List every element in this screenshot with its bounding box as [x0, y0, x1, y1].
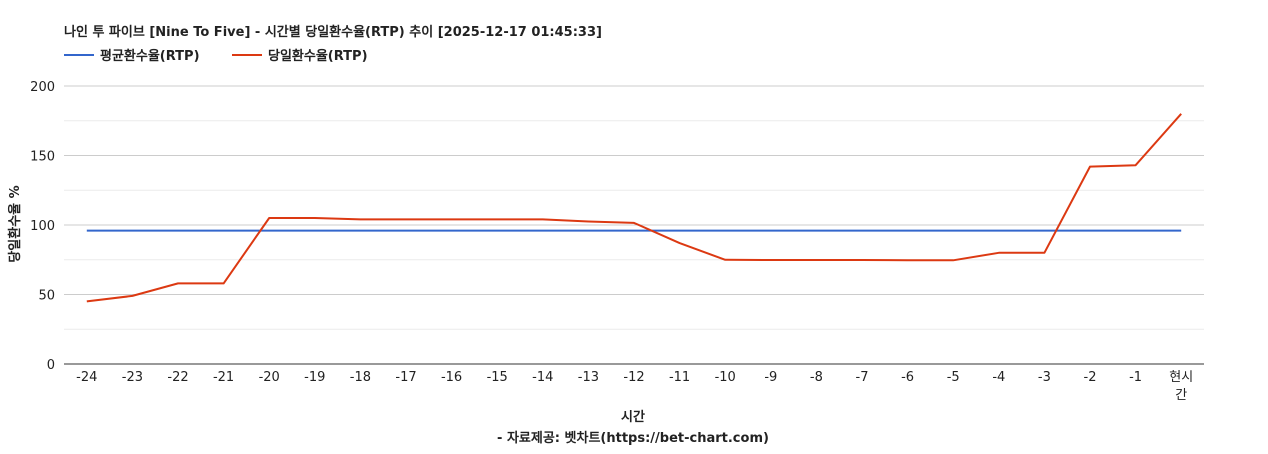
x-tick-label: -9: [764, 370, 777, 385]
y-tick-label: 200: [30, 80, 55, 95]
x-tick-label: -6: [901, 370, 914, 385]
x-tick-label: -17: [395, 370, 416, 385]
x-tick-label: -13: [578, 370, 599, 385]
x-tick-label: -15: [487, 370, 508, 385]
x-tick-label: -3: [1038, 370, 1051, 385]
x-tick-label: -20: [259, 370, 280, 385]
x-tick-label: -11: [669, 370, 690, 385]
x-axis-title: 시간: [621, 409, 645, 425]
x-tick-label: -22: [167, 370, 188, 385]
y-tick-label: 50: [38, 289, 55, 304]
series-lines: [87, 114, 1181, 302]
y-tick-label: 0: [47, 358, 55, 373]
x-tick-label: -23: [122, 370, 143, 385]
x-tick-label: -21: [213, 370, 234, 385]
x-tick-label: -19: [304, 370, 325, 385]
x-tick-label: -2: [1084, 370, 1097, 385]
chart-title: 나인 투 파이브 [Nine To Five] - 시간별 당일환수율(RTP)…: [64, 24, 602, 40]
x-tick-label: -16: [441, 370, 462, 385]
legend[interactable]: 평균환수율(RTP) 당일환수율(RTP): [64, 48, 368, 64]
y-tick-label: 150: [30, 150, 55, 165]
gridlines: [64, 86, 1204, 364]
legend-item-average-rtp[interactable]: 평균환수율(RTP): [64, 48, 200, 64]
x-tick-label: -10: [715, 370, 736, 385]
y-axis-ticks: 0 50 100 150 200: [30, 80, 55, 373]
source-credit: - 자료제공: 벳차트(https://bet-chart.com): [497, 430, 769, 446]
x-tick-label: -24: [76, 370, 97, 385]
x-tick-label: -12: [623, 370, 644, 385]
x-axis-ticks: -24 -23 -22 -21 -20 -19 -18 -17 -16 -15 -14 -13 -12 -…: [76, 370, 1193, 403]
y-tick-label: 100: [30, 219, 55, 234]
x-tick-label: -7: [856, 370, 869, 385]
y-axis-title: 당일환수율 %: [7, 185, 23, 262]
x-tick-label: -5: [947, 370, 960, 385]
series-line-daily-rtp: [87, 114, 1181, 302]
legend-label-daily-rtp: 당일환수율(RTP): [268, 48, 368, 64]
x-tick-label: -14: [532, 370, 553, 385]
x-tick-label: -1: [1129, 370, 1142, 385]
legend-item-daily-rtp[interactable]: 당일환수율(RTP): [232, 48, 368, 64]
x-tick-label: -8: [810, 370, 823, 385]
x-tick-label: -4: [992, 370, 1005, 385]
x-tick-label: -18: [350, 370, 371, 385]
legend-label-average-rtp: 평균환수율(RTP): [100, 48, 200, 64]
